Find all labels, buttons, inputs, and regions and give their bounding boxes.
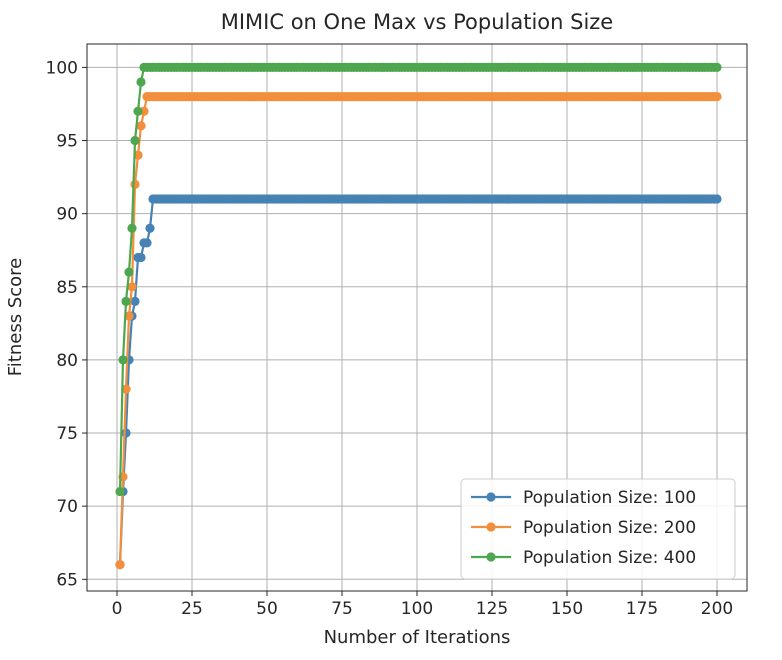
data-point xyxy=(130,135,140,146)
data-point xyxy=(121,296,131,307)
legend-label: Population Size: 200 xyxy=(523,518,696,538)
data-point xyxy=(127,282,137,292)
data-point xyxy=(142,238,152,248)
data-point xyxy=(136,77,146,87)
y-tick-label: 75 xyxy=(56,424,78,444)
data-point xyxy=(121,428,131,438)
data-point xyxy=(130,179,140,190)
data-point xyxy=(712,194,722,204)
data-point xyxy=(145,223,155,233)
x-tick-label: 50 xyxy=(256,599,278,619)
x-tick-label: 0 xyxy=(112,599,123,619)
y-tick-label: 70 xyxy=(56,497,78,517)
data-point xyxy=(712,62,722,72)
legend-swatch-marker xyxy=(486,552,496,562)
data-point xyxy=(115,486,125,497)
data-point xyxy=(136,252,146,263)
y-tick-label: 90 xyxy=(56,205,78,225)
y-tick-label: 80 xyxy=(56,351,78,371)
y-axis-label: Fitness Score xyxy=(5,258,26,376)
data-point xyxy=(124,311,134,321)
y-tick-label: 85 xyxy=(56,278,78,298)
data-point xyxy=(130,296,140,307)
legend: Population Size: 100 Population Size: 200… xyxy=(460,478,736,580)
legend-label: Population Size: 100 xyxy=(523,488,696,508)
data-point xyxy=(115,560,125,570)
chart-title: MIMIC on One Max vs Population Size xyxy=(221,10,613,34)
x-tick-label: 25 xyxy=(181,599,203,619)
tick-layer: 0 25 50 75 100 125 150 175 200 65 70 75 80 85 90 95 100 xyxy=(46,58,734,619)
data-point xyxy=(118,355,128,365)
data-point xyxy=(124,267,134,277)
data-point xyxy=(133,150,143,160)
series-layer xyxy=(115,62,722,570)
series-3 xyxy=(115,62,722,497)
data-point xyxy=(133,106,143,116)
series-2 xyxy=(115,92,722,570)
x-tick-label: 200 xyxy=(701,599,733,619)
x-tick-label: 150 xyxy=(551,599,583,619)
data-point xyxy=(121,384,131,394)
x-tick-label: 100 xyxy=(401,599,433,619)
y-tick-label: 65 xyxy=(56,570,78,590)
x-tick-label: 75 xyxy=(331,599,353,619)
legend-swatch-marker xyxy=(486,522,496,532)
legend-swatch-marker xyxy=(486,492,496,502)
data-point xyxy=(712,92,722,102)
x-axis-label: Number of Iterations xyxy=(324,627,511,648)
y-tick-label: 100 xyxy=(46,58,78,78)
y-tick-label: 95 xyxy=(56,132,78,152)
legend-box xyxy=(460,478,736,580)
data-point xyxy=(127,223,137,233)
legend-label: Population Size: 400 xyxy=(523,548,696,568)
x-tick-label: 175 xyxy=(626,599,658,619)
data-point xyxy=(136,121,146,131)
x-tick-label: 125 xyxy=(476,599,508,619)
